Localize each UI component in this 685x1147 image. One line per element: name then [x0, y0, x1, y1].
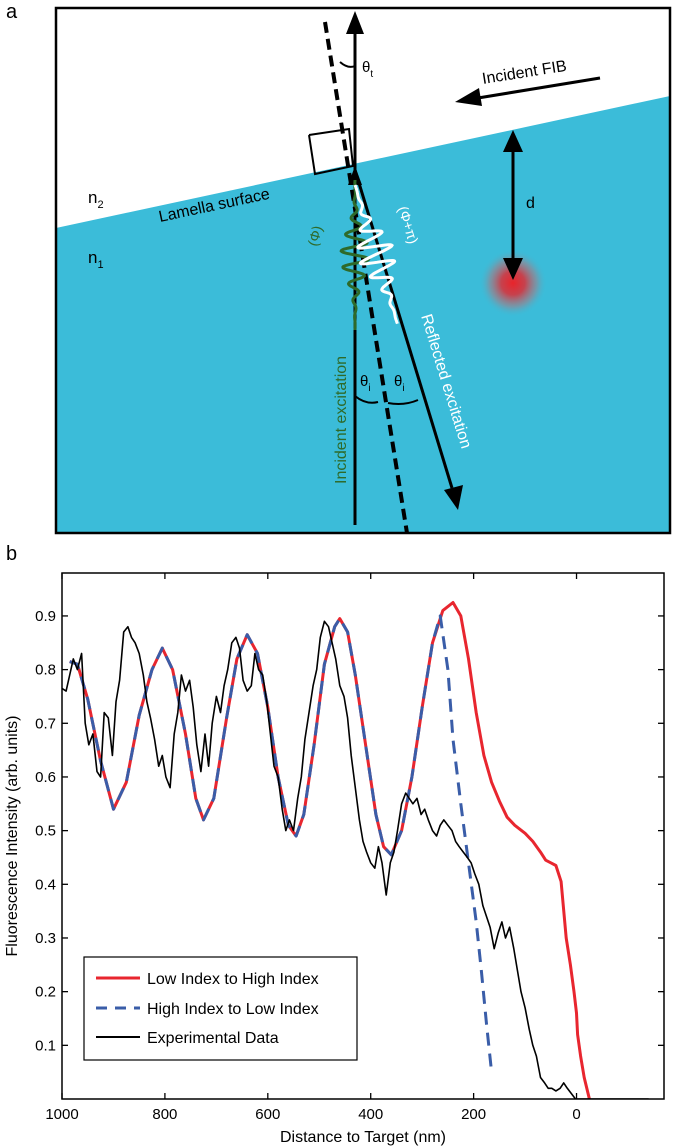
theta-i-left-label: θi [360, 373, 371, 394]
panel-a-frame [54, 6, 672, 535]
legend-label-experimental: Experimental Data [147, 1030, 279, 1047]
y-axis-label: Fluorescence Intensity (arb. units) [4, 716, 21, 957]
x-tick-label: 200 [461, 1106, 486, 1123]
series-low-to-high-line [69, 601, 591, 1099]
x-axis-ticks: 1000 800 600 400 200 0 [45, 573, 581, 1123]
y-tick-label: 0.8 [35, 662, 56, 679]
x-axis-label: Distance to Target (nm) [280, 1129, 446, 1146]
y-tick-label: 0.9 [35, 608, 56, 625]
phi-label: (Φ) [304, 224, 325, 248]
panel-a-label: a [6, 1, 18, 23]
y-tick-label: 0.1 [35, 1037, 56, 1054]
fluorescent-emitter [479, 249, 547, 317]
right-angle-marker [308, 127, 355, 176]
transmitted-arrow-head [346, 11, 364, 34]
legend: Low Index to High Index High Index to Lo… [83, 956, 358, 1061]
reflected-excitation-ray [353, 169, 454, 489]
panel-a: a d Incident FIB θt θi θi [6, 1, 672, 535]
theta-i-arc-right [387, 399, 419, 405]
fib-arrow-head [455, 88, 482, 106]
y-tick-label: 0.5 [35, 823, 56, 840]
y-tick-label: 0.3 [35, 930, 56, 947]
y-tick-label: 0.4 [35, 876, 56, 893]
x-tick-label: 0 [572, 1106, 580, 1123]
surface-normal-line [323, 21, 409, 534]
theta-t-label: θt [362, 59, 373, 80]
theta-i-arc-left [354, 395, 379, 404]
x-tick-label: 1000 [45, 1106, 78, 1123]
y-tick-label: 0.2 [35, 984, 56, 1001]
distance-label: d [526, 195, 535, 212]
lamella-region [56, 96, 670, 533]
x-tick-label: 800 [152, 1106, 177, 1123]
n1-label: n1 [88, 248, 104, 271]
panel-b: b 1000 800 600 400 200 0 0.10.20.30.40.50.60.… [4, 543, 665, 1146]
legend-box [83, 956, 358, 1061]
x-tick-label: 400 [358, 1106, 383, 1123]
x-tick-label: 600 [255, 1106, 280, 1123]
plot-lines [62, 601, 649, 1099]
n2-label: n2 [88, 188, 104, 211]
y-axis-ticks: 0.1 0.2 0.3 0.4 0.5 0.6 0.7 0.8 0.9 [35, 608, 664, 1054]
plot-frame [61, 572, 665, 1100]
panel-b-label: b [6, 543, 17, 565]
incident-wave [339, 180, 371, 330]
incident-excitation-label: Incident excitation [333, 356, 350, 484]
fib-arrow-shaft [477, 76, 601, 100]
series-high-to-low-line [69, 614, 494, 1073]
theta-i-right-label: θi [394, 373, 405, 394]
reflected-wave [353, 184, 399, 325]
legend-label-high-to-low: High Index to Low Index [147, 1001, 319, 1018]
reflected-arrow-head [444, 485, 463, 510]
distance-arrow-head-bottom [503, 258, 523, 280]
y-tick-label: 0.6 [35, 769, 56, 786]
distance-arrow-head-top [503, 130, 523, 152]
y-tick-label: 0.7 [35, 715, 56, 732]
series-experimental-line [62, 620, 649, 1099]
theta-t-arc [339, 61, 356, 68]
legend-label-low-to-high: Low Index to High Index [147, 971, 319, 988]
incident-fib-label: Incident FIB [481, 58, 568, 88]
